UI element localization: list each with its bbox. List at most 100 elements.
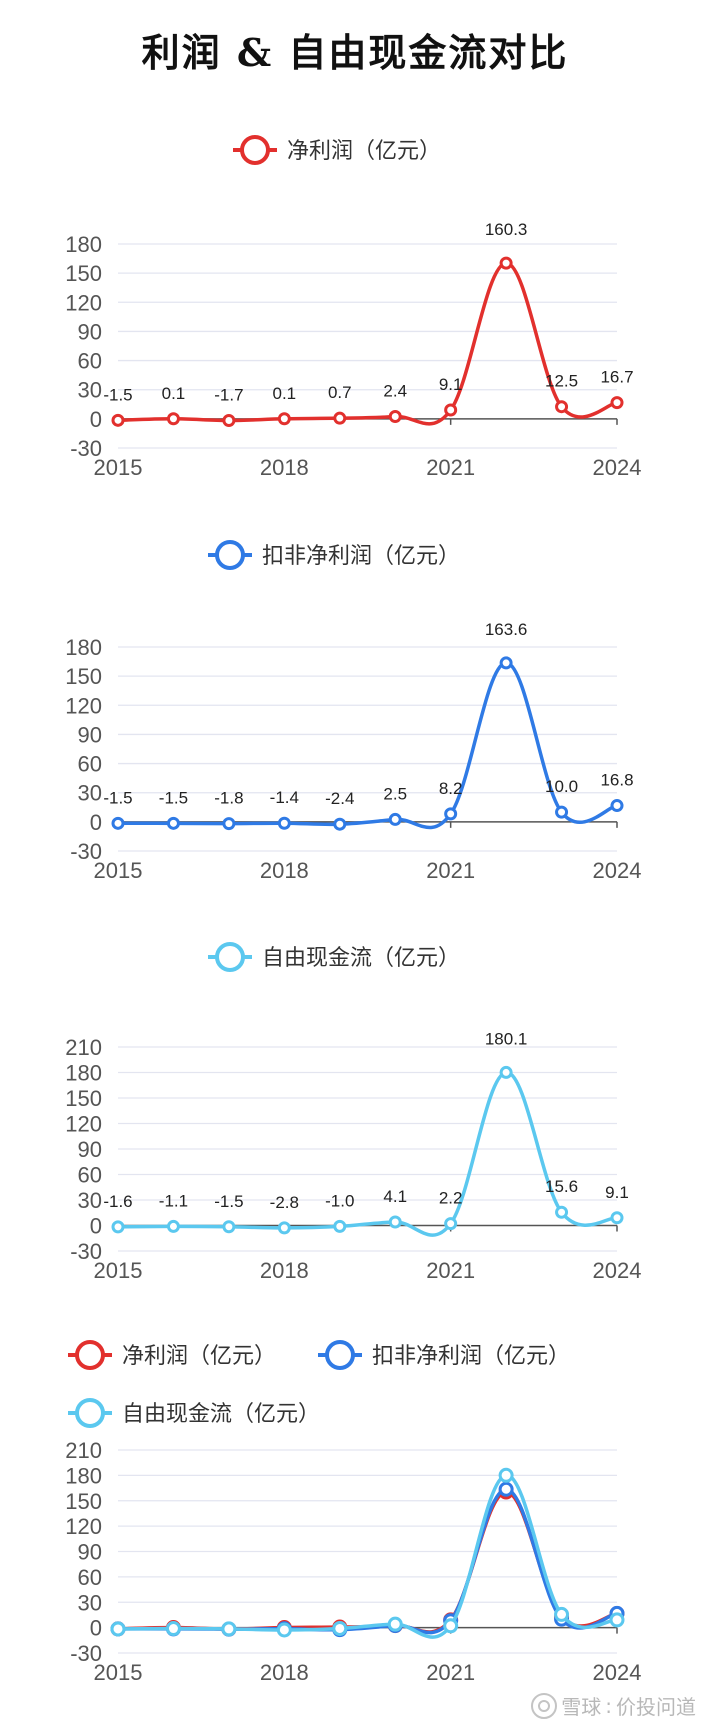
x-tick-label: 2024 <box>593 858 642 883</box>
y-tick-label: 60 <box>78 1163 102 1188</box>
series-line <box>117 261 618 426</box>
y-tick-label: 180 <box>65 1463 102 1488</box>
data-point <box>555 400 569 414</box>
x-tick-label: 2024 <box>593 1258 642 1283</box>
data-point <box>443 1618 459 1634</box>
data-point <box>387 1616 403 1632</box>
data-point <box>111 1220 125 1234</box>
data-label: -2.8 <box>270 1193 299 1212</box>
data-label: -1.5 <box>103 385 132 404</box>
y-tick-label: 90 <box>78 1540 102 1565</box>
y-tick-label: 0 <box>90 1214 102 1239</box>
data-point <box>388 812 402 826</box>
y-tick-label: -30 <box>70 839 102 864</box>
x-tick-label: 2015 <box>94 858 143 883</box>
x-tick-label: 2015 <box>94 455 143 480</box>
y-tick-label: 210 <box>65 1035 102 1060</box>
y-tick-label: 60 <box>78 349 102 374</box>
data-label: 0.7 <box>328 383 352 402</box>
y-tick-label: -30 <box>70 1239 102 1264</box>
data-label: 9.1 <box>439 375 463 394</box>
data-label: 2.5 <box>383 784 407 803</box>
data-point <box>499 256 513 270</box>
chart-1: 净利润（亿元） -30 0 30 60 90 120 150 180 2015 2018 2021 20… <box>65 135 641 480</box>
data-point <box>166 1219 180 1233</box>
data-label: 163.6 <box>485 620 528 639</box>
legend-marker-icon <box>75 1340 105 1370</box>
data-point <box>110 1621 126 1637</box>
data-point <box>277 412 291 426</box>
legend-label: 自由现金流（亿元） <box>262 945 460 970</box>
x-tick-label: 2021 <box>426 1258 475 1283</box>
data-label: -1.0 <box>325 1191 354 1210</box>
data-label: 0.1 <box>273 384 297 403</box>
data-point <box>332 1620 348 1636</box>
series-line <box>117 1473 618 1639</box>
legend-label: 净利润（亿元） <box>287 138 441 163</box>
y-tick-label: -30 <box>70 436 102 461</box>
y-tick-label: 180 <box>65 635 102 660</box>
data-label: 15.6 <box>545 1177 578 1196</box>
x-tick-label: 2015 <box>94 1660 143 1685</box>
data-point <box>165 1621 181 1637</box>
data-label: 9.1 <box>605 1183 629 1202</box>
data-point <box>498 1467 514 1483</box>
data-label: -2.4 <box>325 789 354 808</box>
y-tick-label: 0 <box>90 1616 102 1641</box>
data-label: -1.5 <box>159 788 188 807</box>
y-tick-label: 90 <box>78 1137 102 1162</box>
legend-marker-icon <box>75 1398 105 1428</box>
data-label: 0.1 <box>162 384 186 403</box>
y-tick-label: 120 <box>65 693 102 718</box>
y-tick-label: 90 <box>78 319 102 344</box>
y-tick-label: 30 <box>78 781 102 806</box>
data-label: 4.1 <box>383 1187 407 1206</box>
x-tick-label: 2018 <box>260 455 309 480</box>
y-tick-label: 30 <box>78 378 102 403</box>
legend-marker-icon <box>215 540 245 570</box>
x-tick-label: 2018 <box>260 858 309 883</box>
data-point <box>277 1221 291 1235</box>
data-label: -1.6 <box>103 1192 132 1211</box>
watermark-separator: : <box>605 1693 612 1718</box>
data-label: -1.1 <box>159 1191 188 1210</box>
data-label: -1.4 <box>270 788 299 807</box>
data-point <box>610 1211 624 1225</box>
series-line <box>117 1070 618 1237</box>
data-label: 16.7 <box>600 368 633 387</box>
data-label: 12.5 <box>545 372 578 391</box>
y-tick-label: 30 <box>78 1188 102 1213</box>
x-tick-label: 2018 <box>260 1660 309 1685</box>
y-tick-label: -30 <box>70 1641 102 1666</box>
data-point <box>610 396 624 410</box>
data-point <box>222 1220 236 1234</box>
series-line <box>117 661 618 830</box>
legend-marker-icon <box>215 942 245 972</box>
legend-label: 扣非净利润（亿元） <box>372 1343 570 1368</box>
data-label: -1.5 <box>214 1192 243 1211</box>
chart-4: 净利润（亿元） 扣非净利润（亿元） 自由现金流（亿元） -30030609012015… <box>65 1340 641 1685</box>
x-tick-label: 2021 <box>426 858 475 883</box>
page-title: 利润 & 自由现金流对比 <box>141 30 569 75</box>
data-point <box>499 1065 513 1079</box>
data-label: -1.5 <box>103 788 132 807</box>
y-tick-label: 120 <box>65 290 102 315</box>
y-tick-label: 150 <box>65 664 102 689</box>
x-tick-label: 2021 <box>426 455 475 480</box>
data-point <box>166 816 180 830</box>
watermark-brand: 雪球 <box>561 1695 602 1719</box>
data-label: 2.2 <box>439 1189 463 1208</box>
data-point <box>444 403 458 417</box>
y-tick-label: 150 <box>65 261 102 286</box>
data-label: -1.8 <box>214 789 243 808</box>
data-point <box>499 656 513 670</box>
watermark: 雪球 : 价投问道 <box>531 1691 696 1720</box>
legend-label: 自由现金流（亿元） <box>122 1401 320 1426</box>
y-tick-label: 0 <box>90 810 102 835</box>
watermark-author: 价投问道 <box>616 1695 696 1719</box>
y-tick-label: 210 <box>65 1438 102 1463</box>
data-point <box>555 1205 569 1219</box>
data-point <box>333 1219 347 1233</box>
